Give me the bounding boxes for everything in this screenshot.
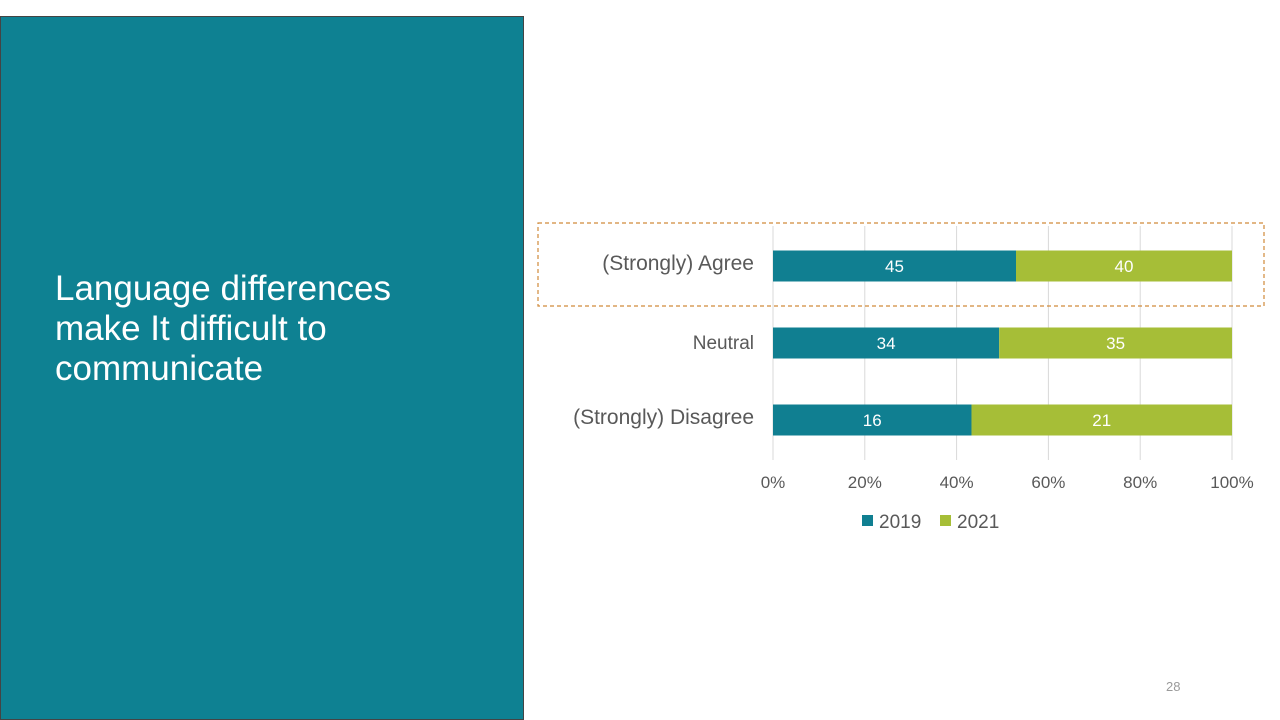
title-panel: Language differences make It difficult t… [0, 16, 524, 720]
data-label: 40 [1115, 257, 1134, 276]
x-tick-label: 80% [1123, 473, 1157, 492]
x-tick-label: 60% [1031, 473, 1065, 492]
bar-2021 [999, 327, 1232, 359]
bar-2021 [1016, 250, 1232, 282]
bar-2019 [773, 250, 1016, 282]
data-label: 21 [1092, 411, 1111, 430]
category-label: (Strongly) Agree [602, 252, 754, 275]
bar-2019 [773, 404, 972, 436]
x-tick-label: 40% [940, 473, 974, 492]
category-label: (Strongly) Disagree [573, 406, 754, 429]
legend-swatch [862, 515, 873, 526]
data-label: 45 [885, 257, 904, 276]
stacked-bar-chart: 0% 20% 40% 60% 80% 100% 45 40 (Strongly) Agree 34… [537, 222, 1265, 533]
x-tick-label: 100% [1210, 473, 1253, 492]
x-tick-label: 0% [761, 473, 786, 492]
data-label: 35 [1106, 334, 1125, 353]
slide-number: 28 [1166, 679, 1181, 694]
data-label: 16 [863, 411, 882, 430]
legend-label: 2021 [957, 512, 999, 533]
x-tick-label: 20% [848, 473, 882, 492]
legend-swatch [940, 515, 951, 526]
highlight-box [537, 222, 1265, 307]
legend-label: 2019 [879, 512, 921, 533]
bar-2019 [773, 327, 1000, 359]
data-label: 34 [877, 334, 896, 353]
category-label: Neutral [693, 333, 754, 354]
bar-2021 [971, 404, 1232, 436]
slide-title: Language differences make It difficult t… [55, 269, 392, 388]
